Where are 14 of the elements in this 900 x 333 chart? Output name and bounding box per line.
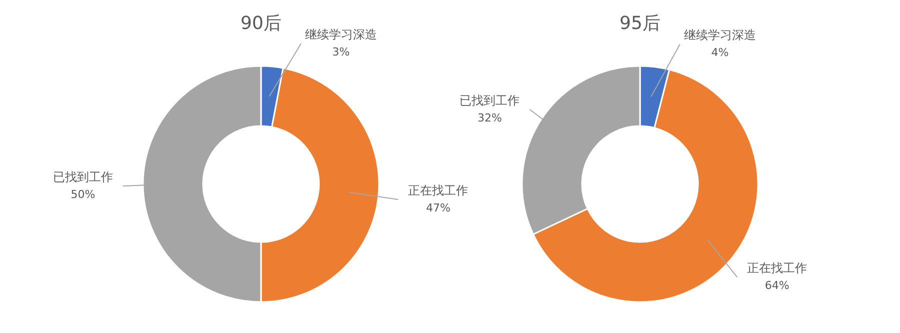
slice-label: 已找到工作 [460, 93, 520, 108]
data-label: 3% [332, 46, 350, 59]
data-label: 47% [426, 201, 450, 214]
slice-label: 已找到工作 [53, 170, 113, 184]
data-label: 50% [70, 188, 96, 201]
chart-title: 90后 [240, 13, 282, 34]
slice-label: 正在找工作 [408, 183, 468, 198]
data-label: 32% [477, 111, 502, 124]
data-label: 64% [764, 279, 790, 292]
data-label: 4% [711, 46, 729, 60]
slice-label: 继续学习深造 [684, 28, 756, 42]
slice-label: 正在找工作 [747, 261, 808, 276]
slice-label: 继续学习深造 [305, 28, 377, 42]
chart-title: 95后 [620, 13, 660, 34]
